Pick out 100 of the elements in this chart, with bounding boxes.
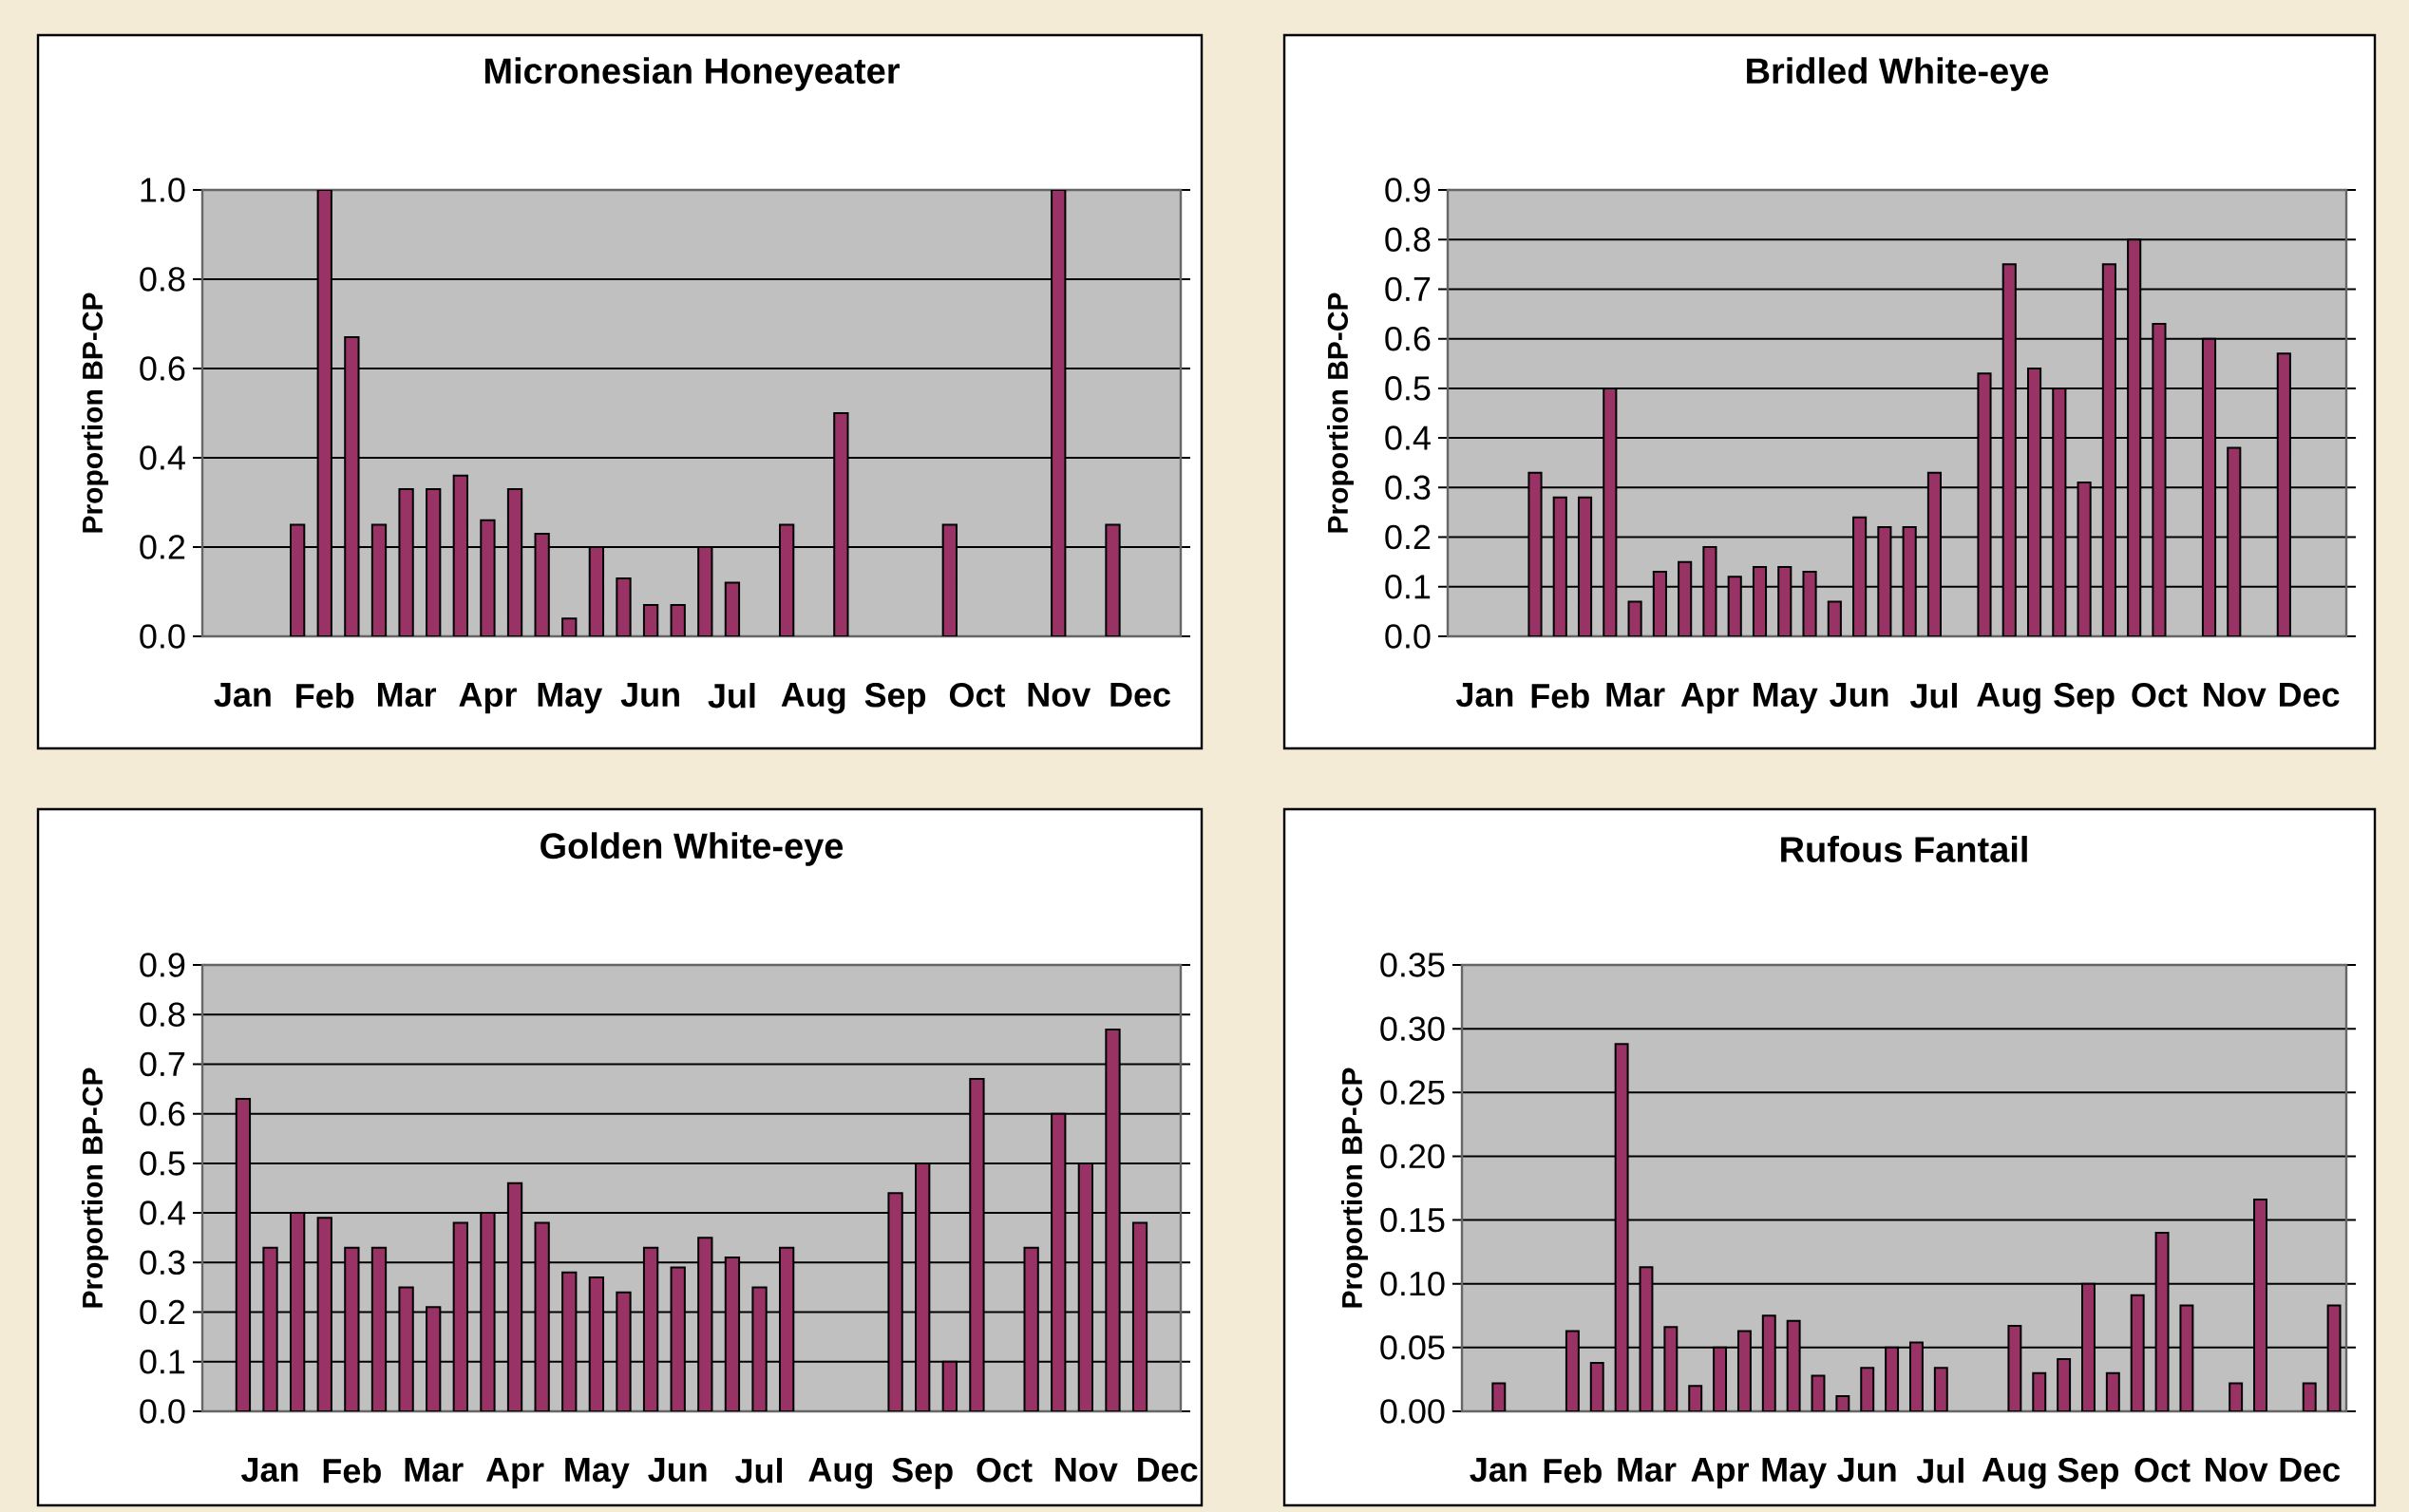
x-tick-label: Apr <box>1680 683 1739 714</box>
x-tick-label: Jul <box>1909 683 1957 709</box>
x-tick-label: Feb <box>296 683 354 709</box>
y-tick-label: 0.4 <box>140 1200 185 1225</box>
x-tick-label: Jun <box>1830 683 1888 708</box>
y-axis-title: Proportion BP-CP <box>1326 293 1354 533</box>
y-tick-label: 0.35 <box>1380 953 1445 977</box>
x-tick-label: Sep <box>2058 1458 2119 1489</box>
y-tick-label: 0.8 <box>1385 227 1431 252</box>
y-tick-label: 1.0 <box>141 178 185 202</box>
y-tick-label: 0.3 <box>140 1250 185 1276</box>
y-tick-label: 0.20 <box>1380 1143 1445 1169</box>
x-tick-label: Jan <box>1470 1458 1527 1483</box>
x-tick-label: Jan <box>241 1458 298 1483</box>
y-tick-label: 0.10 <box>1380 1271 1445 1296</box>
x-tick-label: Nov <box>1028 683 1091 708</box>
y-tick-label: 0.9 <box>140 953 185 977</box>
chart-title: Micronesian Honeyeater <box>484 57 900 91</box>
x-tick-label: Oct <box>977 1458 1033 1483</box>
x-tick-label: Jun <box>620 683 679 708</box>
x-tick-label: Jan <box>214 683 271 708</box>
y-tick-label: 0.6 <box>140 1101 185 1126</box>
x-tick-label: Dec <box>2280 683 2340 708</box>
x-tick-label: Mar <box>1606 683 1665 708</box>
bar <box>1835 1394 1850 1411</box>
chart-title: Rufous Fantail <box>1781 836 2027 862</box>
bar <box>2032 1371 2047 1411</box>
chart-title: Bridled White-eye <box>1747 57 2049 91</box>
x-tick-label: May <box>1754 683 1818 714</box>
x-tick-label: May <box>565 1458 630 1489</box>
y-tick-label: 0.5 <box>1385 376 1431 401</box>
x-tick-label: Oct <box>2132 683 2188 708</box>
x-tick-label: Dec <box>1138 1458 1198 1483</box>
y-tick-label: 0.05 <box>1380 1335 1445 1360</box>
y-tick-label: 0.2 <box>140 535 185 559</box>
x-tick-label: May <box>1762 1458 1827 1489</box>
x-tick-label: Aug <box>781 683 845 714</box>
y-tick-label: 0.3 <box>1385 475 1431 501</box>
y-tick-label: 0.30 <box>1380 1016 1445 1041</box>
y-tick-label: 0.1 <box>1385 575 1431 599</box>
x-tick-label: Sep <box>864 683 926 714</box>
y-tick-label: 0.7 <box>140 1051 185 1077</box>
y-tick-label: 0.0 <box>1385 624 1431 649</box>
y-axis-title: Proportion BP-CP <box>82 1068 108 1308</box>
x-tick-label: Nov <box>2204 683 2267 708</box>
y-tick-label: 0.5 <box>140 1151 185 1176</box>
bar <box>2302 1382 2317 1411</box>
bar <box>1589 1361 1604 1411</box>
bar <box>2152 322 2167 636</box>
y-axis-title: Proportion BP-CP <box>82 293 108 533</box>
x-tick-label: Jan <box>1455 683 1513 708</box>
bar <box>1688 1385 1703 1411</box>
bar <box>1105 523 1121 636</box>
x-tick-label: May <box>538 683 603 714</box>
y-tick-label: 0.8 <box>140 1002 185 1027</box>
chart-title: Golden White-eye <box>541 832 844 866</box>
y-tick-label: 0.0 <box>140 624 185 649</box>
y-tick-label: 0.2 <box>1385 524 1431 550</box>
x-tick-label: Sep <box>2054 683 2115 714</box>
bar <box>398 487 414 636</box>
bar <box>1860 1367 1875 1411</box>
bar <box>1977 372 1992 636</box>
x-tick-label: Oct <box>949 683 1005 708</box>
x-tick-label: Jun <box>1837 1458 1896 1483</box>
x-tick-label: Jun <box>648 1458 707 1483</box>
x-tick-label: Oct <box>2134 1458 2191 1483</box>
bar <box>833 411 849 636</box>
y-tick-label: 0.6 <box>140 356 185 381</box>
x-tick-label: Mar <box>1618 1458 1677 1483</box>
bar <box>1527 471 1543 636</box>
x-tick-label: Aug <box>1982 1458 2046 1489</box>
x-tick-label: Apr <box>459 683 517 714</box>
x-tick-label: Feb <box>1531 683 1589 709</box>
x-tick-label: Nov <box>1055 1458 1118 1483</box>
y-tick-label: 0.4 <box>1385 425 1431 450</box>
y-tick-label: 0.00 <box>1380 1399 1445 1424</box>
y-tick-label: 0.1 <box>140 1350 185 1374</box>
x-tick-label: Feb <box>323 1458 381 1484</box>
y-tick-label: 0.25 <box>1380 1080 1445 1106</box>
y-tick-label: 0.0 <box>140 1399 185 1424</box>
x-tick-label: Dec <box>2280 1458 2341 1483</box>
x-tick-label: Apr <box>485 1458 544 1489</box>
x-tick-label: Mar <box>378 683 437 708</box>
x-tick-label: Mar <box>405 1458 464 1483</box>
bar <box>2105 1371 2120 1411</box>
x-tick-label: Jul <box>1916 1458 1963 1484</box>
bar <box>2229 1382 2244 1411</box>
y-tick-label: 0.6 <box>1385 326 1431 351</box>
bar <box>2057 1357 2072 1411</box>
x-tick-label: Apr <box>1691 1458 1750 1489</box>
y-axis-title: Proportion BP-CP <box>1341 1068 1368 1308</box>
bar <box>1491 1382 1507 1411</box>
bar <box>1933 1367 1948 1411</box>
x-tick-label: Jul <box>735 1458 783 1484</box>
x-tick-label: Feb <box>1544 1458 1602 1484</box>
x-tick-label: Nov <box>2206 1458 2268 1483</box>
bar <box>344 336 360 636</box>
y-tick-label: 0.8 <box>140 267 185 292</box>
x-tick-label: Sep <box>892 1458 953 1489</box>
y-tick-label: 0.4 <box>140 445 185 470</box>
